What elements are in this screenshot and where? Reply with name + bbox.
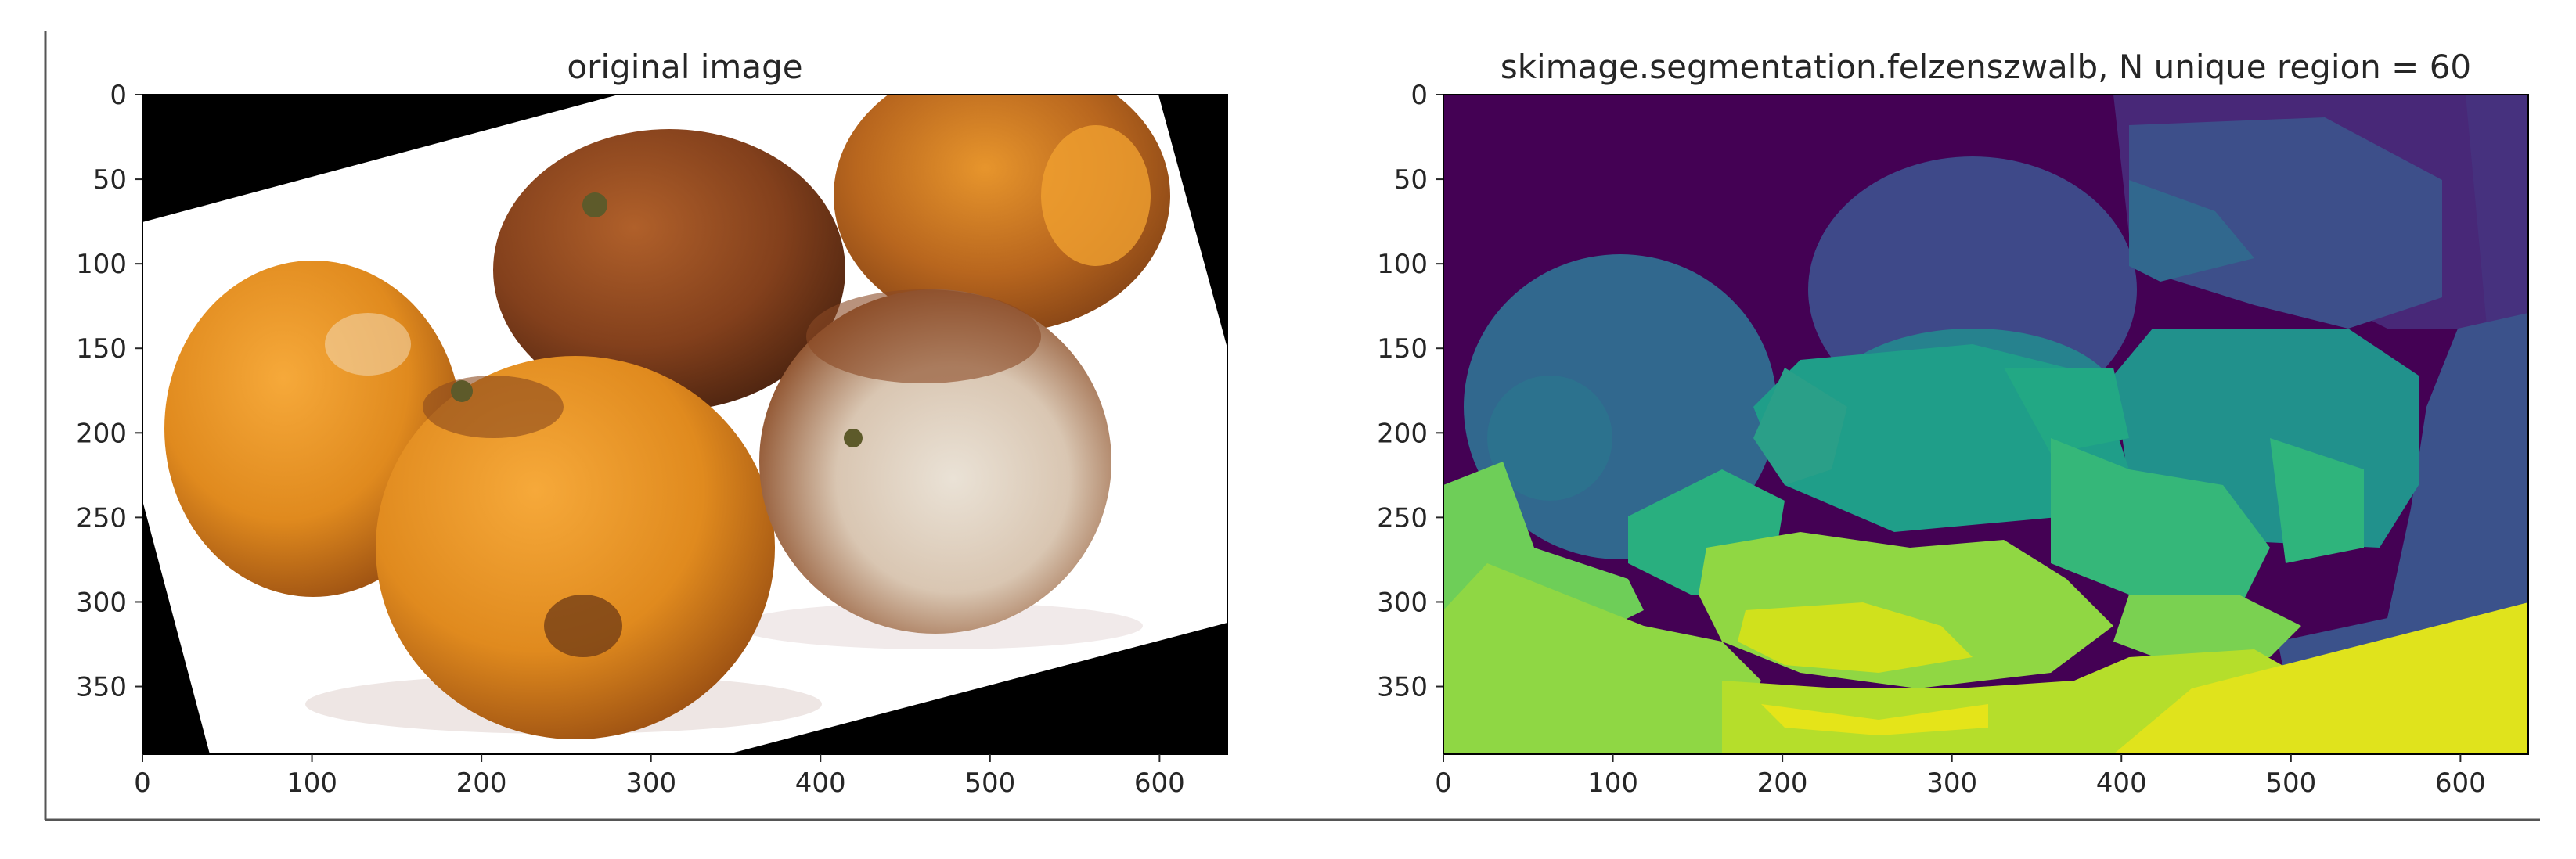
- original-image-xtick-label: 200: [456, 767, 507, 799]
- original-photo: [142, 95, 1227, 754]
- segmentation-axes: skimage.segmentation.felzenszwalb, N uni…: [1377, 48, 2529, 799]
- original-image-ytick-label: 100: [76, 249, 127, 280]
- original-image-ytick-label: 350: [76, 672, 127, 703]
- original-image-xtick-label: 0: [134, 767, 151, 799]
- segmentation-xtick-label: 100: [1587, 767, 1638, 799]
- segmentation-xtick-label: 300: [1926, 767, 1977, 799]
- segmentation-xtick-label: 600: [2435, 767, 2486, 799]
- segmentation-xtick-label: 400: [2096, 767, 2147, 799]
- original-image-ytick-label: 300: [76, 587, 127, 618]
- segmentation-ytick-label: 50: [1394, 164, 1428, 196]
- original-image-axes: original image: [76, 48, 1228, 799]
- original-image-xtick-label: 300: [625, 767, 676, 799]
- segmentation-title: skimage.segmentation.felzenszwalb, N uni…: [1501, 48, 2471, 86]
- segmentation-xtick-label: 500: [2265, 767, 2316, 799]
- original-image-xtick-label: 500: [964, 767, 1015, 799]
- original-image-xtick-label: 100: [286, 767, 337, 799]
- segmentation-ytick-label: 100: [1377, 249, 1428, 280]
- segmentation-ytick-label: 0: [1410, 80, 1428, 111]
- original-image-xtick-label: 600: [1134, 767, 1185, 799]
- original-image-title: original image: [567, 48, 802, 86]
- segmentation-xtick-label: 200: [1757, 767, 1808, 799]
- segmentation-ytick-label: 300: [1377, 587, 1428, 618]
- segmentation-ytick-label: 200: [1377, 418, 1428, 449]
- segmentation-xtick-label: 0: [1435, 767, 1452, 799]
- original-image-ticks: 0 100 200 300 400 500 600 0 50 100 150 200 250 300 350: [76, 80, 1185, 799]
- segmentation-ytick-label: 250: [1377, 502, 1428, 534]
- original-image-frame: [142, 94, 1228, 755]
- segmentation-ytick-label: 350: [1377, 672, 1428, 703]
- original-image-ytick-label: 50: [93, 164, 127, 196]
- original-image-ytick-label: 250: [76, 502, 127, 534]
- segmentation-map: [1443, 95, 2528, 754]
- original-image-ytick-label: 150: [76, 333, 127, 365]
- segmentation-ytick-label: 150: [1377, 333, 1428, 365]
- original-image-ytick-label: 200: [76, 418, 127, 449]
- original-image-ytick-label: 0: [110, 80, 127, 111]
- segmentation-frame: [1443, 94, 2529, 755]
- segmentation-ticks: 0 100 200 300 400 500 600 0 50 100 150 200 250 300 350: [1377, 80, 2486, 799]
- original-image-xtick-label: 400: [795, 767, 846, 799]
